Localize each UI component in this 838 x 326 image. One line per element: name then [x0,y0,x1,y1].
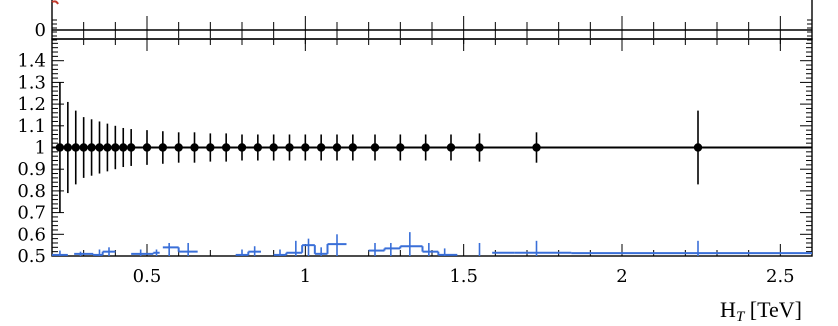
x-tick-label: 1.5 [449,266,478,287]
x-tick-label: 2.5 [766,266,795,287]
y-tick-label: 1 [35,138,46,159]
reference-point [446,143,456,152]
reference-point [693,143,703,152]
reference-point [79,143,88,152]
x-axis-title-main: H [720,297,736,322]
reference-point [174,143,183,152]
y-tick-label: 0.5 [17,246,46,267]
reference-point [190,143,199,152]
x-tick-label: 1 [300,266,311,287]
reference-point [370,143,380,152]
y-tick-label: 0.6 [17,224,46,245]
y-tick-label: 0.9 [17,159,46,180]
reference-point [55,143,65,152]
reference-point [206,143,215,152]
reference-point [421,143,430,152]
y-tick-label: 1.2 [17,94,46,115]
x-tick-label: 2 [616,266,627,287]
reference-point [532,143,541,152]
reference-point [95,143,104,152]
reference-point [269,143,278,152]
reference-point [237,143,247,152]
comparison-series [52,232,812,256]
top-y-tick-label: 0 [35,20,46,41]
reference-point [332,143,342,152]
y-tick-label: 1.3 [17,72,46,93]
reference-point [158,143,168,152]
y-tick-label: 1.4 [17,51,46,72]
y-tick-label: 0.7 [17,203,46,224]
x-axis-title: HT [TeV] [720,297,802,325]
x-axis-title-subscript: T [736,309,746,325]
top-panel-red-mark [51,0,59,5]
reference-point [396,143,405,152]
reference-point [126,143,136,152]
reference-point [119,143,128,152]
reference-point [301,143,310,152]
y-tick-label: 1.1 [17,116,46,137]
reference-point [63,143,73,152]
reference-point [221,143,231,152]
x-tick-label: 0.5 [133,266,162,287]
reference-point [253,143,263,152]
tick-labels: 0.5 1 1.5 2 2.50.50.60.70.80.911.11.21.31.40 [17,20,794,287]
reference-point [111,143,120,152]
x-axis-title-unit: [TeV] [744,297,802,322]
reference-point [316,143,326,152]
y-tick-label: 0.8 [17,181,46,202]
reference-point [142,143,152,152]
reference-point [87,143,96,152]
reference-point [285,143,294,152]
reference-point [475,143,484,152]
reference-point [348,143,358,152]
reference-point [71,143,80,152]
reference-series [52,82,812,213]
reference-point [103,143,112,152]
